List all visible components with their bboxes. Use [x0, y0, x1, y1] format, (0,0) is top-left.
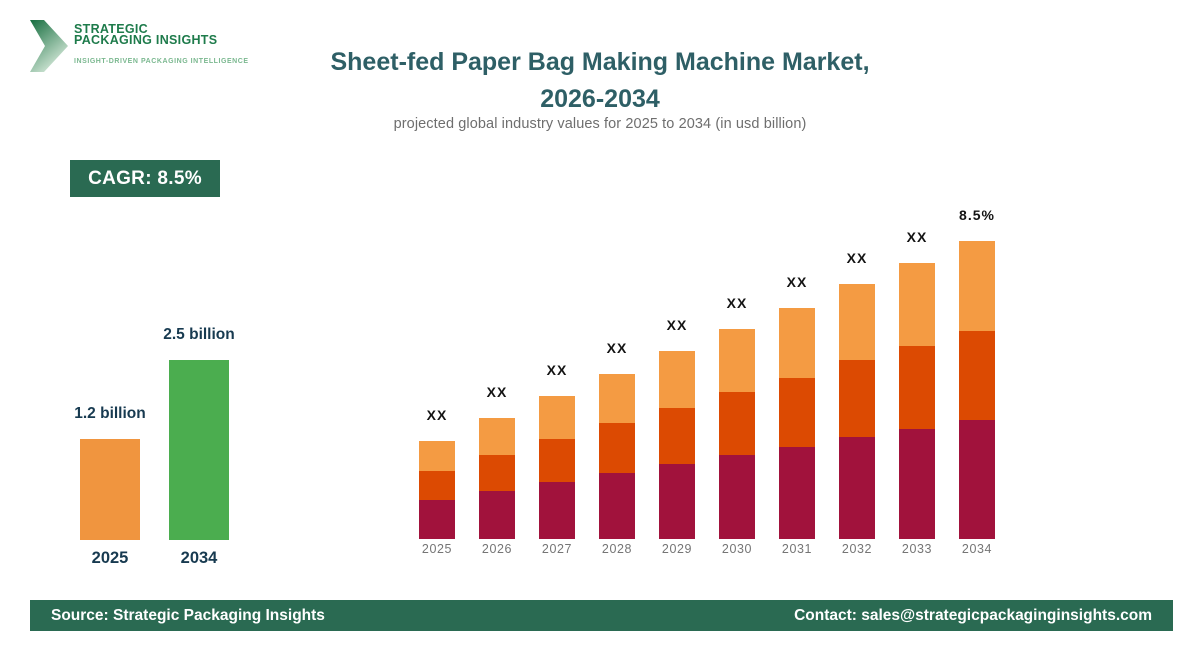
- projection-bar-2027-segment-middle: [539, 439, 575, 482]
- projection-year-label-2028: 2028: [601, 542, 633, 556]
- projection-year-label-2027: 2027: [541, 542, 573, 556]
- projection-year-label-2030: 2030: [721, 542, 753, 556]
- projection-bar-group-2032: XX 2032: [839, 200, 875, 556]
- projection-year-label-2025: 2025: [421, 542, 453, 556]
- projection-value-label-2026: XX: [486, 384, 508, 400]
- summary-year-label-2025: 2025: [91, 549, 129, 567]
- projection-bar-2028-segment-top: [599, 374, 635, 423]
- projection-bar-2032-segment-top: [839, 284, 875, 360]
- projection-bar-2033-segment-bottom: [899, 429, 935, 539]
- brand-text: STRATEGIC PACKAGING INSIGHTS INSIGHT-DRI…: [74, 22, 249, 65]
- projection-bar-2026-segment-top: [479, 418, 515, 455]
- page-subtitle: projected global industry values for 202…: [393, 116, 807, 132]
- footer-source: Source: Strategic Packaging Insights: [51, 606, 325, 624]
- projection-bar-2026-segment-middle: [479, 455, 515, 491]
- projection-bar-2030-segment-bottom: [719, 455, 755, 539]
- projection-bar-2025-segment-top: [419, 441, 455, 471]
- projection-value-label-2025: XX: [426, 407, 448, 423]
- projection-bar-group-2027: XX 2027: [539, 200, 575, 556]
- projection-bar-2034-segment-middle: [959, 331, 995, 420]
- projection-bar-2025-segment-middle: [419, 471, 455, 500]
- projection-year-label-2032: 2032: [841, 542, 873, 556]
- summary-value-label-2034: 2.5 billion: [163, 326, 235, 343]
- projection-value-label-2027: XX: [546, 362, 568, 378]
- page-title: Sheet-fed Paper Bag Making Machine Marke…: [100, 44, 1100, 118]
- projection-bar-group-2028: XX 2028: [599, 200, 635, 556]
- projection-bar-group-2031: XX 2031: [779, 200, 815, 556]
- projection-bar-2028-segment-middle: [599, 423, 635, 473]
- brand-name-line2: PACKAGING INSIGHTS: [74, 32, 218, 47]
- projection-bar-group-2025: XX 2025: [419, 200, 455, 556]
- brand-name-line1: STRATEGIC: [74, 22, 148, 36]
- brand-chevron-icon: [30, 20, 68, 72]
- projection-bar-2025-segment-bottom: [419, 500, 455, 539]
- projection-bar-group-2026: XX 2026: [479, 200, 515, 556]
- projection-bar-2029-segment-middle: [659, 408, 695, 464]
- projection-bar-2027-segment-top: [539, 396, 575, 439]
- projection-year-label-2031: 2031: [781, 542, 813, 556]
- brand-tagline: INSIGHT-DRIVEN PACKAGING INTELLIGENCE: [74, 58, 249, 65]
- footer-contact: Contact: sales@strategicpackaginginsight…: [794, 606, 1152, 624]
- projection-bar-group-2030: XX 2030: [719, 200, 755, 556]
- summary-chart: 1.2 billion 2025 2.5 billion 2034: [74, 324, 234, 567]
- projection-year-label-2029: 2029: [661, 542, 693, 556]
- projection-bar-2032-segment-bottom: [839, 437, 875, 539]
- projection-value-label-2029: XX: [666, 317, 688, 333]
- projection-value-label-2028: XX: [606, 340, 628, 356]
- projection-bar-2031-segment-top: [779, 308, 815, 378]
- projection-bar-2027-segment-bottom: [539, 482, 575, 539]
- page-title-line1: Sheet-fed Paper Bag Making Machine Marke…: [330, 48, 870, 76]
- projection-bar-2031-segment-bottom: [779, 447, 815, 539]
- projection-value-label-2031: XX: [786, 274, 808, 290]
- projection-chart: XX 2025 XX 2026 XX 2027 XX 2028 XX 2029 XX 2030 XX 20…: [419, 200, 999, 556]
- summary-year-label-2034: 2034: [180, 549, 218, 567]
- projection-bar-group-2033: XX 2033: [899, 200, 935, 556]
- projection-value-label-2030: XX: [726, 295, 748, 311]
- projection-bar-2033-segment-top: [899, 263, 935, 346]
- projection-bar-2026-segment-bottom: [479, 491, 515, 539]
- projection-bar-2028-segment-bottom: [599, 473, 635, 539]
- brand-logo: STRATEGIC PACKAGING INSIGHTS INSIGHT-DRI…: [30, 20, 249, 72]
- summary-bar-group-2034: 2.5 billion 2034: [163, 324, 234, 567]
- projection-bar-group-2034: 8.5% 2034: [959, 200, 995, 556]
- projection-year-label-2033: 2033: [901, 542, 933, 556]
- summary-value-label-2025: 1.2 billion: [74, 405, 146, 422]
- projection-bar-2029-segment-top: [659, 351, 695, 408]
- projection-bar-2030-segment-top: [719, 329, 755, 392]
- projection-bar-group-2029: XX 2029: [659, 200, 695, 556]
- projection-value-label-2032: XX: [846, 250, 868, 266]
- projection-value-label-2033: XX: [906, 229, 928, 245]
- summary-bar-2025: [80, 439, 140, 540]
- projection-bar-2031-segment-middle: [779, 378, 815, 447]
- page-title-line2: 2026-2034: [540, 85, 660, 113]
- projection-year-label-2034: 2034: [961, 542, 993, 556]
- projection-bar-2029-segment-bottom: [659, 464, 695, 539]
- summary-bar-group-2025: 1.2 billion 2025: [74, 324, 145, 567]
- projection-bar-2032-segment-middle: [839, 360, 875, 437]
- footer-bar: Source: Strategic Packaging Insights Con…: [30, 600, 1173, 631]
- projection-bar-2034-segment-top: [959, 241, 995, 331]
- projection-bar-2033-segment-middle: [899, 346, 935, 429]
- projection-bar-2034-segment-bottom: [959, 420, 995, 539]
- projection-value-label-2034: 8.5%: [959, 207, 995, 223]
- summary-bar-2034: [169, 360, 229, 540]
- projection-year-label-2026: 2026: [481, 542, 513, 556]
- cagr-badge: CAGR: 8.5%: [70, 160, 220, 197]
- projection-bar-2030-segment-middle: [719, 392, 755, 455]
